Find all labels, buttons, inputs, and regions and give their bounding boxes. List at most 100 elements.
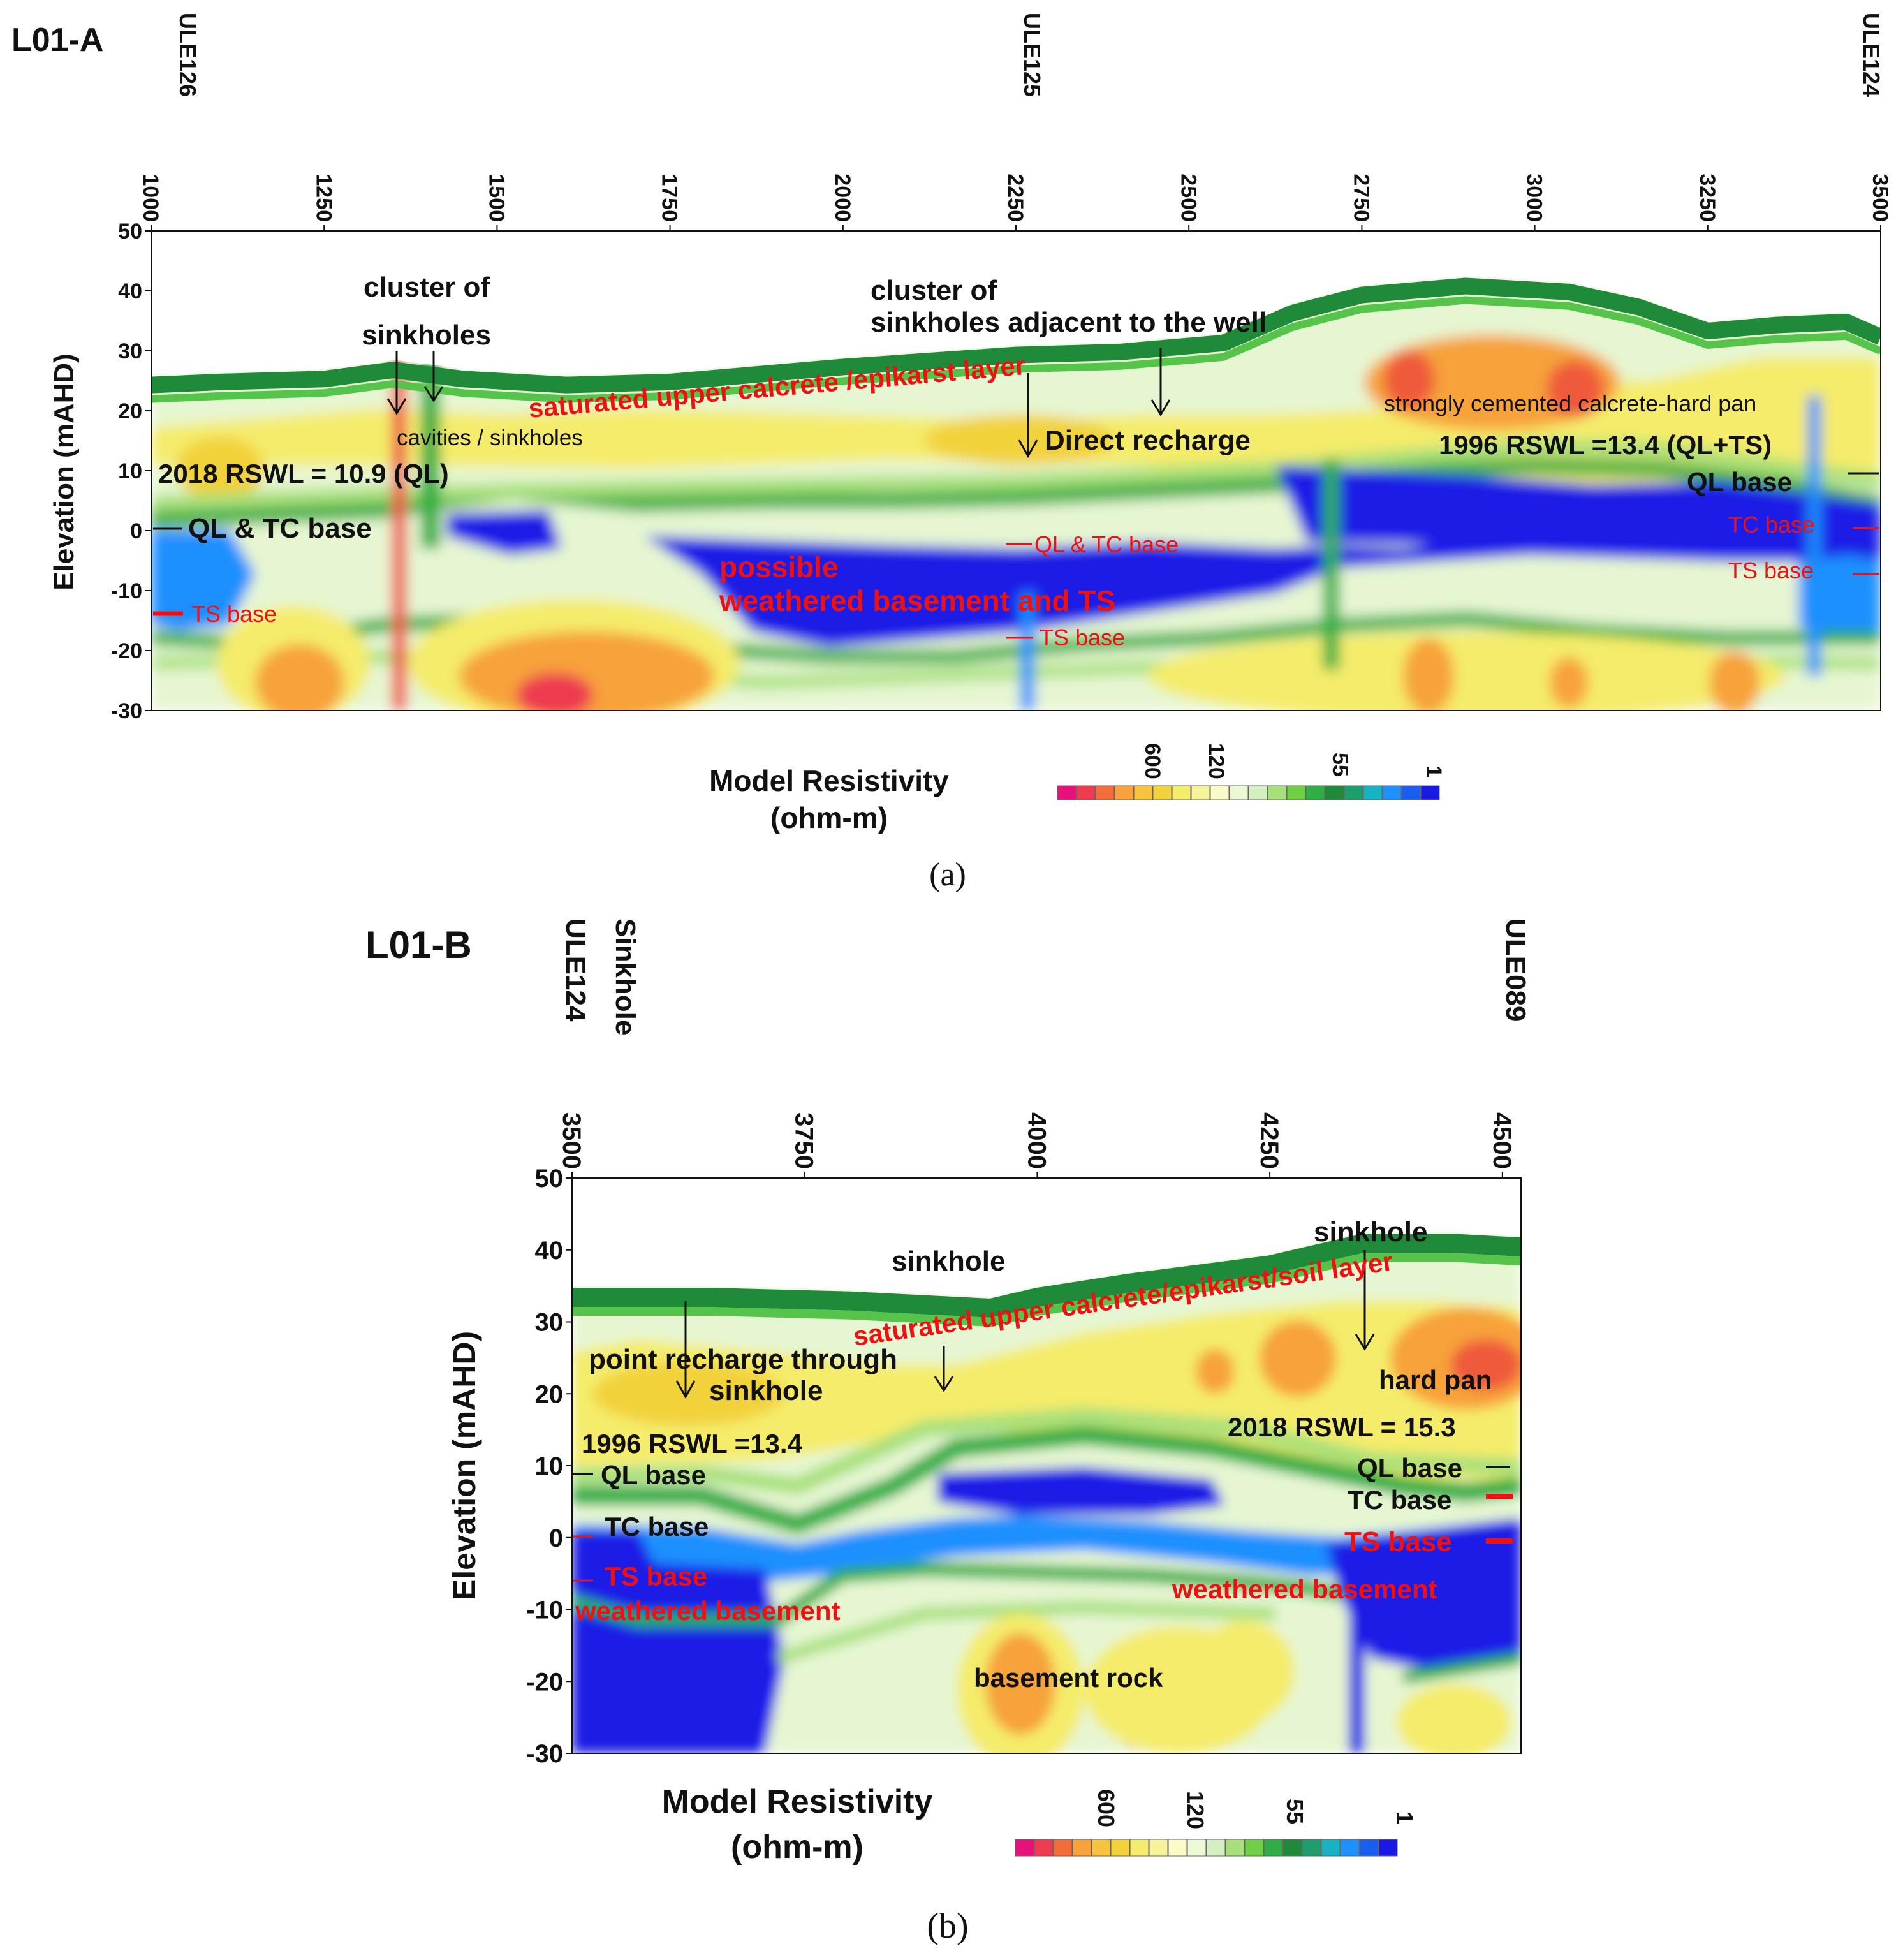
b-x-tick-label-3750: 3750 [790, 1112, 818, 1169]
panel-a-resistivity-section [151, 231, 1881, 711]
b-ann-ql-base-left: QL base [601, 1460, 706, 1490]
a-lower-red-1 [517, 673, 593, 711]
a-x-tick-label-3000: 3000 [1522, 173, 1547, 222]
b-colorbar-swatch-19 [1378, 1839, 1398, 1857]
a-red-zone-2 [1547, 360, 1604, 418]
b-orange-1 [1260, 1320, 1336, 1397]
a-y-tick-label-50: 50 [118, 219, 142, 244]
a-ann-cavities: cavities / sinkholes [397, 425, 583, 450]
b-colorbar-swatch-6 [1129, 1839, 1149, 1857]
a-y-tick-label-20: 20 [118, 399, 142, 424]
b-colorbar-tick-120: 120 [1182, 1791, 1209, 1829]
a-colorbar-swatch-3 [1114, 785, 1134, 800]
panel-b-x-axis: 3500 3750 4000 4250 4500 [557, 1112, 1516, 1178]
b-blue-zone-4 [638, 1563, 784, 1753]
b-ann-ql-base-right: QL base [1357, 1453, 1462, 1483]
a-y-tick-label-0: 0 [130, 519, 142, 543]
a-x-tick-label-3500: 3500 [1868, 173, 1892, 222]
a-lower-orange-3 [1403, 638, 1454, 711]
a-ann-cluster1-l2: sinkholes [362, 320, 491, 351]
a-above-surface [151, 231, 1881, 375]
b-ann-rswl2018: 2018 RSWL = 15.3 [1228, 1412, 1456, 1442]
a-legend-title-2: (ohm-m) [770, 801, 888, 834]
b-x-tick-label-4000: 4000 [1022, 1112, 1050, 1169]
b-arrow-1 [675, 1301, 696, 1399]
panel-a-x-axis: 1000 1250 1500 1750 2000 2250 2500 2750 3000 3250… [138, 173, 1892, 231]
b-colorbar [1015, 1839, 1398, 1857]
b-y-tick-label-10: 10 [535, 1452, 564, 1480]
b-colorbar-tick-600: 600 [1093, 1789, 1119, 1827]
a-ann-rswl2018: 2018 RSWL = 10.9 (QL) [158, 459, 449, 489]
a-y-tick-label--30: -30 [111, 699, 142, 723]
a-x-tick-label-2500: 2500 [1176, 173, 1200, 222]
b-ann-ts-base-left: TS base [605, 1561, 707, 1591]
b-x-tick-label-3500: 3500 [557, 1112, 585, 1169]
b-colorbar-swatch-14 [1282, 1839, 1302, 1857]
a-colorbar-tick-120: 120 [1204, 743, 1228, 779]
caption-a: (a) [929, 857, 966, 893]
b-ann-ts-base-right: TS base [1344, 1526, 1452, 1558]
a-green-band-3 [151, 611, 1881, 664]
b-ann-weathered-right: weathered basement [1172, 1574, 1437, 1604]
b-colorbar-swatch-17 [1340, 1839, 1360, 1857]
a-arrow-3 [1018, 373, 1038, 459]
a-lower-yellow-3 [1148, 631, 1786, 711]
a-arrow-2 [423, 351, 444, 402]
panel-b-y-axis: 50 40 30 20 10 0 -10 -20 -30 [526, 1165, 572, 1768]
b-y-tick-label--30: -30 [526, 1740, 563, 1768]
b-yellow-hot-1 [593, 1362, 784, 1426]
a-vertical-pipe-4 [1323, 459, 1339, 670]
b-blue-zone-1 [572, 1515, 1521, 1582]
b-ann-sinkhole-1: sinkhole [892, 1246, 1006, 1277]
a-colorbar-swatch-0 [1057, 785, 1077, 800]
a-colorbar-swatch-2 [1095, 785, 1115, 800]
b-colorbar-tick-1: 1 [1392, 1811, 1418, 1824]
a-ann-ts-base-mid: TS base [1040, 624, 1125, 651]
well-label-ule126: ULE126 [175, 13, 201, 97]
a-ann-cemented: strongly cemented calcrete-hard pan [1384, 390, 1756, 416]
panel-b-y-axis-label: Elevation (mAHD) [446, 1331, 482, 1600]
a-arrow-1 [386, 351, 407, 415]
b-blue-zone-5 [1326, 1518, 1521, 1671]
b-ann-tc-base-left: TC base [605, 1512, 709, 1542]
a-ann-direct: Direct recharge [1045, 425, 1251, 456]
b-green-band-4 [1402, 1652, 1521, 1684]
a-colorbar-swatch-9 [1229, 785, 1249, 800]
b-ann-weathered-left: weathered basement [575, 1596, 841, 1626]
a-y-tick-label--10: -10 [111, 579, 142, 603]
b-colorbar-tick-55: 55 [1282, 1799, 1308, 1824]
a-ann-cluster1-l1: cluster of [364, 272, 490, 303]
b-surface-crust [572, 1234, 1521, 1318]
b-lower-yellow-4 [1397, 1684, 1511, 1753]
b-colorbar-swatch-13 [1263, 1839, 1283, 1857]
b-y-tick-label-30: 30 [535, 1309, 564, 1337]
well-label-ule125: ULE125 [1019, 13, 1045, 97]
a-vertical-pipe-3 [1020, 593, 1034, 711]
a-colorbar-swatch-8 [1210, 785, 1230, 800]
b-arrow-3 [1355, 1250, 1375, 1351]
a-blue-zone-4 [151, 529, 255, 631]
a-x-tick-label-2000: 2000 [830, 173, 855, 222]
panel-b-legend: Model Resistivity (ohm-m) 600 120 55 1 [662, 1783, 1418, 1866]
a-surface-crust-inner [151, 296, 1881, 403]
b-colorbar-swatch-11 [1225, 1839, 1245, 1857]
panel-a-frame [151, 230, 1881, 711]
a-legend-title-1: Model Resistivity [709, 764, 949, 797]
b-green-band-3 [572, 1561, 1341, 1627]
b-colorbar-swatch-16 [1321, 1839, 1341, 1857]
a-ann-ts-base-right: TS base [1728, 557, 1814, 584]
b-y-tick-label--10: -10 [526, 1596, 563, 1625]
a-colorbar-tick-600: 600 [1140, 743, 1165, 779]
a-yellow-hot-2 [175, 437, 265, 501]
panel-a-arrows [386, 348, 1171, 459]
b-blue-zone-2 [937, 1467, 1224, 1515]
b-colorbar-swatch-2 [1053, 1839, 1073, 1857]
panel-b-well-labels: ULE124 Sinkhole ULE089 [560, 918, 1531, 1035]
a-x-tick-label-2250: 2250 [1003, 173, 1027, 222]
a-ann-rswl1996: 1996 RSWL =13.4 (QL+TS) [1439, 430, 1772, 460]
a-colorbar-swatch-11 [1267, 785, 1287, 800]
a-x-tick-label-1000: 1000 [138, 173, 163, 222]
a-ann-tc-base-right: TC base [1728, 512, 1815, 538]
panel-b-resistivity-section [572, 1178, 1521, 1753]
